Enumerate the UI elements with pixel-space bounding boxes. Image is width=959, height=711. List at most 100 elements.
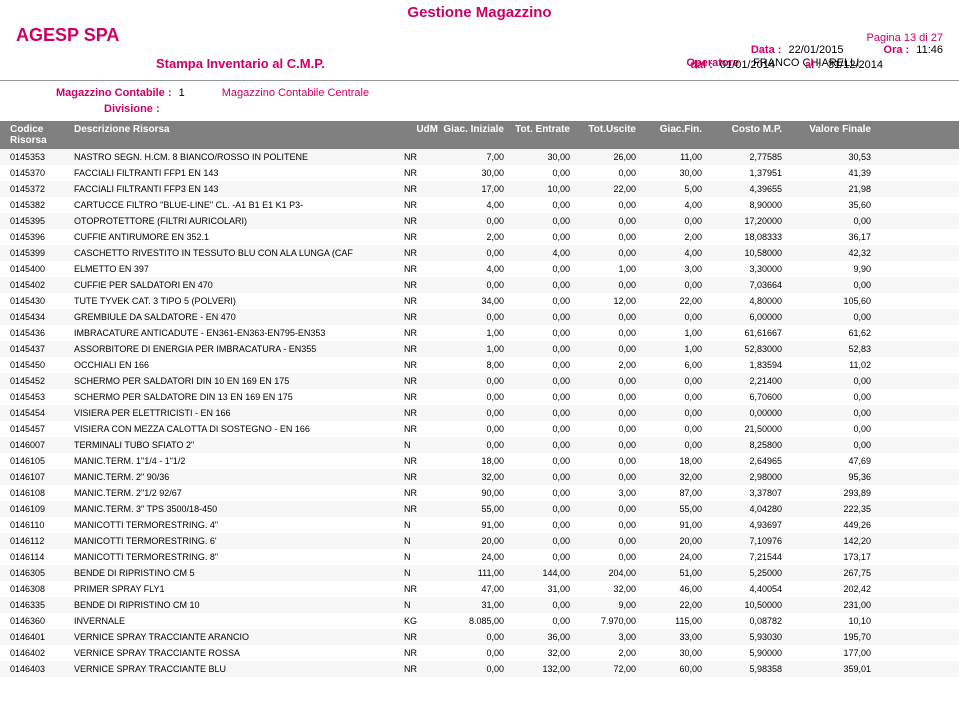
cell-desc: INVERNALE bbox=[74, 614, 404, 628]
table-row: 0146360INVERNALEKG8.085,000,007.970,0011… bbox=[0, 613, 959, 629]
cell-udm: NR bbox=[404, 198, 438, 212]
cell-entrate: 0,00 bbox=[504, 518, 570, 532]
cell-costo: 4,40054 bbox=[702, 582, 782, 596]
cell-valore: 173,17 bbox=[782, 550, 877, 564]
table-row: 0145437ASSORBITORE DI ENERGIA PER IMBRAC… bbox=[0, 341, 959, 357]
cell-valore: 231,00 bbox=[782, 598, 877, 612]
table-row: 0145396CUFFIE ANTIRUMORE EN 352.1NR2,000… bbox=[0, 229, 959, 245]
cell-giac-ini: 0,00 bbox=[438, 438, 504, 452]
cell-entrate: 31,00 bbox=[504, 582, 570, 596]
cell-costo: 7,03664 bbox=[702, 278, 782, 292]
cell-costo: 3,37807 bbox=[702, 486, 782, 500]
cell-desc: MANIC.TERM. 2"1/2 92/67 bbox=[74, 486, 404, 500]
cell-valore: 30,53 bbox=[782, 150, 877, 164]
cell-udm: NR bbox=[404, 646, 438, 660]
cell-udm: NR bbox=[404, 390, 438, 404]
cell-code: 0145452 bbox=[4, 374, 74, 388]
cell-giac-ini: 17,00 bbox=[438, 182, 504, 196]
table-row: 0145372FACCIALI FILTRANTI FFP3 EN 143NR1… bbox=[0, 181, 959, 197]
cell-udm: NR bbox=[404, 310, 438, 324]
cell-giac-fin: 91,00 bbox=[636, 518, 702, 532]
ora-label: Ora : bbox=[884, 44, 910, 56]
cell-entrate: 132,00 bbox=[504, 662, 570, 676]
cell-udm: N bbox=[404, 566, 438, 580]
cell-costo: 61,61667 bbox=[702, 326, 782, 340]
cell-code: 0146401 bbox=[4, 630, 74, 644]
cell-valore: 0,00 bbox=[782, 422, 877, 436]
cell-udm: NR bbox=[404, 470, 438, 484]
cell-code: 0145353 bbox=[4, 150, 74, 164]
cell-costo: 1,37951 bbox=[702, 166, 782, 180]
cell-giac-ini: 55,00 bbox=[438, 502, 504, 516]
cell-giac-ini: 0,00 bbox=[438, 374, 504, 388]
cell-code: 0145457 bbox=[4, 422, 74, 436]
col-header-giac-ini: Giac. Iniziale bbox=[438, 124, 504, 146]
cell-desc: MANIC.TERM. 3" TPS 3500/18-450 bbox=[74, 502, 404, 516]
cell-giac-ini: 20,00 bbox=[438, 534, 504, 548]
mag-cont-name: Magazzino Contabile Centrale bbox=[222, 87, 369, 99]
cell-uscite: 0,00 bbox=[570, 214, 636, 228]
cell-entrate: 0,00 bbox=[504, 214, 570, 228]
al-value: 31/12/2014 bbox=[828, 59, 883, 71]
cell-uscite: 3,00 bbox=[570, 630, 636, 644]
table-row: 0146110MANICOTTI TERMORESTRING. 4"N91,00… bbox=[0, 517, 959, 533]
cell-valore: 95,36 bbox=[782, 470, 877, 484]
cell-giac-fin: 0,00 bbox=[636, 390, 702, 404]
cell-desc: MANIC.TERM. 2" 90/36 bbox=[74, 470, 404, 484]
cell-valore: 0,00 bbox=[782, 390, 877, 404]
cell-costo: 5,98358 bbox=[702, 662, 782, 676]
cell-valore: 267,75 bbox=[782, 566, 877, 580]
cell-giac-fin: 0,00 bbox=[636, 438, 702, 452]
cell-desc: VERNICE SPRAY TRACCIANTE ARANCIO bbox=[74, 630, 404, 644]
cell-costo: 4,04280 bbox=[702, 502, 782, 516]
cell-entrate: 0,00 bbox=[504, 230, 570, 244]
cell-desc: FACCIALI FILTRANTI FFP1 EN 143 bbox=[74, 166, 404, 180]
cell-giac-ini: 90,00 bbox=[438, 486, 504, 500]
cell-giac-fin: 115,00 bbox=[636, 614, 702, 628]
cell-entrate: 0,00 bbox=[504, 198, 570, 212]
cell-code: 0146360 bbox=[4, 614, 74, 628]
cell-entrate: 0,00 bbox=[504, 438, 570, 452]
cell-giac-ini: 8.085,00 bbox=[438, 614, 504, 628]
cell-entrate: 0,00 bbox=[504, 294, 570, 308]
cell-entrate: 0,00 bbox=[504, 486, 570, 500]
cell-uscite: 0,00 bbox=[570, 310, 636, 324]
cell-entrate: 0,00 bbox=[504, 390, 570, 404]
cell-udm: NR bbox=[404, 294, 438, 308]
cell-costo: 7,21544 bbox=[702, 550, 782, 564]
cell-desc: GREMBIULE DA SALDATORE - EN 470 bbox=[74, 310, 404, 324]
cell-giac-fin: 51,00 bbox=[636, 566, 702, 580]
cell-entrate: 0,00 bbox=[504, 406, 570, 420]
cell-valore: 293,89 bbox=[782, 486, 877, 500]
cell-giac-fin: 22,00 bbox=[636, 294, 702, 308]
cell-uscite: 0,00 bbox=[570, 342, 636, 356]
cell-giac-ini: 0,00 bbox=[438, 246, 504, 260]
cell-valore: 222,35 bbox=[782, 502, 877, 516]
cell-udm: NR bbox=[404, 406, 438, 420]
cell-udm: NR bbox=[404, 358, 438, 372]
al-label: al : bbox=[805, 59, 821, 71]
cell-giac-ini: 0,00 bbox=[438, 406, 504, 420]
cell-giac-ini: 24,00 bbox=[438, 550, 504, 564]
cell-udm: N bbox=[404, 598, 438, 612]
cell-desc: VISIERA PER ELETTRICISTI - EN 166 bbox=[74, 406, 404, 420]
cell-costo: 5,90000 bbox=[702, 646, 782, 660]
cell-giac-ini: 111,00 bbox=[438, 566, 504, 580]
cell-giac-fin: 1,00 bbox=[636, 342, 702, 356]
cell-udm: N bbox=[404, 518, 438, 532]
cell-valore: 359,01 bbox=[782, 662, 877, 676]
cell-udm: NR bbox=[404, 214, 438, 228]
mag-cont-label: Magazzino Contabile : bbox=[56, 87, 172, 99]
table-row: 0146114MANICOTTI TERMORESTRING. 8"N24,00… bbox=[0, 549, 959, 565]
table-row: 0146401VERNICE SPRAY TRACCIANTE ARANCION… bbox=[0, 629, 959, 645]
cell-desc: TUTE TYVEK CAT. 3 TIPO 5 (POLVERI) bbox=[74, 294, 404, 308]
cell-uscite: 1,00 bbox=[570, 262, 636, 276]
cell-valore: 11,02 bbox=[782, 358, 877, 372]
cell-costo: 8,25800 bbox=[702, 438, 782, 452]
main-title: Gestione Magazzino bbox=[0, 0, 959, 21]
cell-costo: 4,93697 bbox=[702, 518, 782, 532]
table-row: 0145430TUTE TYVEK CAT. 3 TIPO 5 (POLVERI… bbox=[0, 293, 959, 309]
cell-costo: 3,30000 bbox=[702, 262, 782, 276]
cell-desc: CARTUCCE FILTRO "BLUE-LINE" CL. -A1 B1 E… bbox=[74, 198, 404, 212]
cell-costo: 5,25000 bbox=[702, 566, 782, 580]
